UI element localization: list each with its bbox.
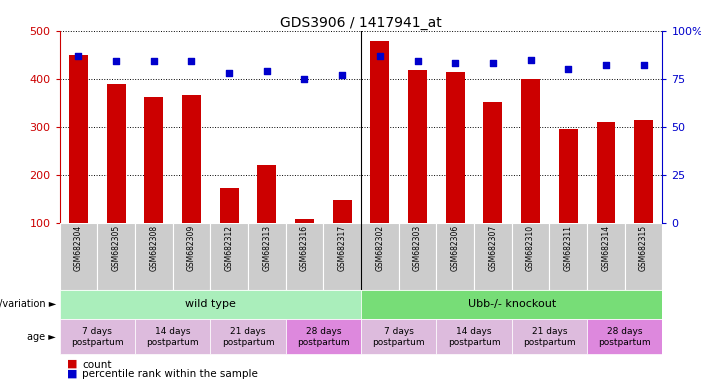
Text: 14 days
postpartum: 14 days postpartum (448, 327, 501, 347)
FancyBboxPatch shape (97, 223, 135, 290)
Text: Ubb-/- knockout: Ubb-/- knockout (468, 299, 556, 310)
Text: GSM682316: GSM682316 (300, 225, 309, 271)
Bar (107, 84, 125, 223)
Bar (182, 94, 201, 223)
FancyBboxPatch shape (625, 223, 662, 290)
FancyBboxPatch shape (60, 223, 97, 290)
FancyBboxPatch shape (135, 319, 210, 354)
FancyBboxPatch shape (399, 223, 436, 290)
Text: GSM682310: GSM682310 (526, 225, 535, 271)
Bar (219, 188, 238, 223)
Bar (559, 129, 578, 223)
Text: ■: ■ (67, 359, 77, 369)
Text: wild type: wild type (185, 299, 236, 310)
FancyBboxPatch shape (248, 223, 286, 290)
Point (449, 60, 461, 66)
Text: ■: ■ (67, 368, 77, 378)
Point (638, 62, 649, 68)
Point (525, 56, 536, 63)
Point (600, 62, 611, 68)
FancyBboxPatch shape (60, 319, 135, 354)
Text: GSM682307: GSM682307 (489, 225, 498, 271)
Text: 14 days
postpartum: 14 days postpartum (147, 327, 199, 347)
FancyBboxPatch shape (361, 223, 399, 290)
FancyBboxPatch shape (361, 319, 436, 354)
Point (73, 53, 84, 59)
Bar (484, 102, 503, 223)
FancyBboxPatch shape (436, 223, 474, 290)
Text: count: count (82, 360, 111, 370)
Text: GSM682312: GSM682312 (224, 225, 233, 271)
FancyBboxPatch shape (286, 319, 361, 354)
FancyBboxPatch shape (512, 319, 587, 354)
Point (336, 72, 348, 78)
Bar (257, 165, 276, 223)
Text: GSM682309: GSM682309 (187, 225, 196, 271)
Bar (597, 122, 615, 223)
FancyBboxPatch shape (323, 223, 361, 290)
Text: age ►: age ► (27, 332, 56, 342)
Text: GSM682311: GSM682311 (564, 225, 573, 271)
Text: percentile rank within the sample: percentile rank within the sample (82, 369, 258, 379)
Text: GSM682314: GSM682314 (601, 225, 611, 271)
FancyBboxPatch shape (60, 290, 361, 319)
Text: GSM682317: GSM682317 (338, 225, 347, 271)
FancyBboxPatch shape (587, 319, 662, 354)
Bar (521, 79, 540, 223)
Point (261, 68, 273, 74)
FancyBboxPatch shape (286, 223, 323, 290)
Text: GSM682315: GSM682315 (639, 225, 648, 271)
FancyBboxPatch shape (210, 223, 248, 290)
Bar (69, 55, 88, 223)
Point (563, 66, 574, 72)
Text: GSM682302: GSM682302 (375, 225, 384, 271)
Point (111, 58, 122, 65)
Bar (446, 71, 465, 223)
Text: 28 days
postpartum: 28 days postpartum (599, 327, 651, 347)
Text: GSM682306: GSM682306 (451, 225, 460, 271)
Text: 21 days
postpartum: 21 days postpartum (222, 327, 274, 347)
FancyBboxPatch shape (550, 223, 587, 290)
FancyBboxPatch shape (210, 319, 286, 354)
Text: 7 days
postpartum: 7 days postpartum (71, 327, 123, 347)
Bar (634, 119, 653, 223)
FancyBboxPatch shape (135, 223, 172, 290)
Point (374, 53, 386, 59)
Bar (370, 41, 389, 223)
Title: GDS3906 / 1417941_at: GDS3906 / 1417941_at (280, 16, 442, 30)
Point (148, 58, 159, 65)
FancyBboxPatch shape (512, 223, 550, 290)
Point (186, 58, 197, 65)
Bar (144, 97, 163, 223)
Bar (333, 200, 352, 223)
FancyBboxPatch shape (436, 319, 512, 354)
Point (299, 76, 310, 82)
Text: GSM682305: GSM682305 (111, 225, 121, 271)
Text: 28 days
postpartum: 28 days postpartum (297, 327, 350, 347)
Point (487, 60, 498, 66)
Text: GSM682308: GSM682308 (149, 225, 158, 271)
Text: 21 days
postpartum: 21 days postpartum (523, 327, 576, 347)
FancyBboxPatch shape (172, 223, 210, 290)
FancyBboxPatch shape (361, 290, 662, 319)
Point (412, 58, 423, 65)
Text: GSM682303: GSM682303 (413, 225, 422, 271)
Point (224, 70, 235, 76)
Text: genotype/variation ►: genotype/variation ► (0, 299, 56, 310)
Text: GSM682313: GSM682313 (262, 225, 271, 271)
Bar (408, 70, 427, 223)
Text: 7 days
postpartum: 7 days postpartum (372, 327, 425, 347)
FancyBboxPatch shape (587, 223, 625, 290)
Text: GSM682304: GSM682304 (74, 225, 83, 271)
Bar (295, 219, 314, 223)
FancyBboxPatch shape (474, 223, 512, 290)
